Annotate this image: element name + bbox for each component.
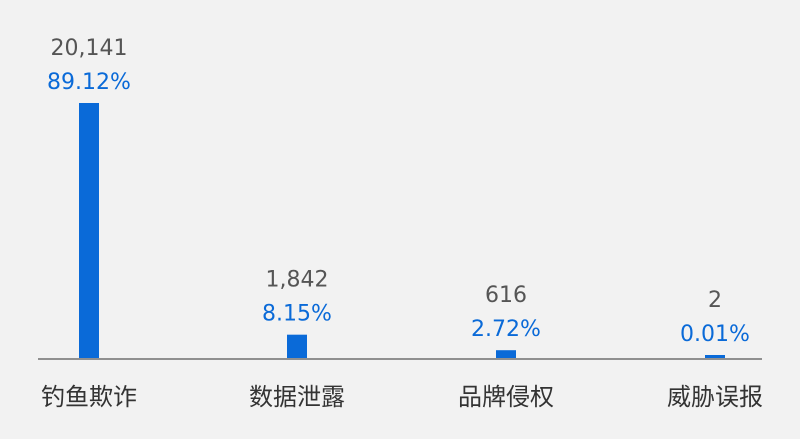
count-label-2: 1,842 bbox=[266, 268, 329, 293]
labels-group: 89.12% 20,141 钓鱼欺诈 8.15% 1,842 数据泄露 2.72% 616 品牌… bbox=[41, 36, 763, 411]
bar-2 bbox=[287, 334, 307, 358]
category-label-1: 钓鱼欺诈 bbox=[41, 383, 137, 411]
bar-4 bbox=[705, 355, 725, 358]
count-label-4: 2 bbox=[708, 288, 722, 313]
bar-3 bbox=[496, 350, 516, 358]
count-label-1: 20,141 bbox=[51, 36, 128, 61]
category-label-4: 威胁误报 bbox=[667, 383, 763, 411]
category-label-3: 品牌侵权 bbox=[458, 383, 554, 411]
category-label-2: 数据泄露 bbox=[249, 383, 345, 411]
percent-label-3: 2.72% bbox=[471, 317, 541, 342]
percent-label-1: 89.12% bbox=[47, 70, 131, 95]
count-label-3: 616 bbox=[485, 283, 527, 308]
bars-group bbox=[79, 103, 725, 358]
percent-label-2: 8.15% bbox=[262, 302, 332, 327]
bar-1 bbox=[79, 103, 99, 358]
percent-label-4: 0.01% bbox=[680, 322, 750, 347]
